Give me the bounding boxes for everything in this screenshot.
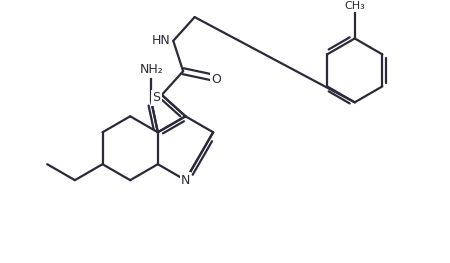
Text: S: S xyxy=(153,92,161,104)
Text: HN: HN xyxy=(152,34,170,47)
Text: CH₃: CH₃ xyxy=(344,1,365,11)
Text: N: N xyxy=(181,174,190,187)
Text: O: O xyxy=(212,73,221,86)
Text: NH₂: NH₂ xyxy=(140,63,163,76)
